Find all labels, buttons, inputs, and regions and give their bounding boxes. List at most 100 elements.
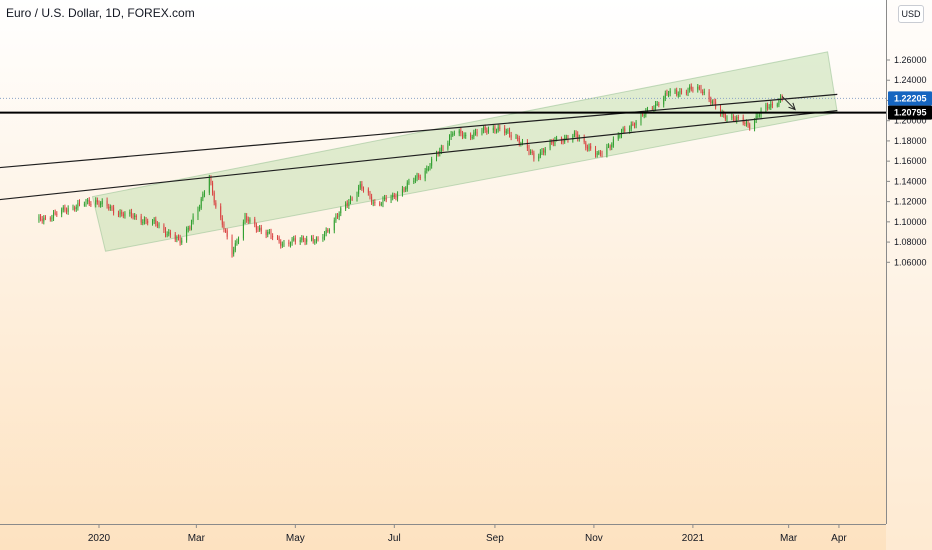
candle-body (393, 195, 395, 197)
candle (265, 229, 267, 239)
candle (223, 221, 225, 233)
candle-body (75, 207, 77, 210)
candle (87, 198, 89, 205)
level-badge-bg (888, 105, 932, 120)
x-tick-label: Sep (486, 533, 504, 544)
candle-body (335, 216, 337, 221)
x-tick-label: Mar (780, 533, 798, 544)
candle-body (465, 134, 467, 136)
candle-body (440, 147, 442, 152)
candle-body (351, 198, 353, 200)
candle-body (770, 103, 772, 108)
candle-body (562, 140, 564, 142)
candle (481, 127, 483, 136)
candle-body (590, 146, 592, 149)
candle (109, 204, 111, 211)
candle (95, 197, 97, 208)
candle-body (54, 212, 56, 214)
candle-body (711, 101, 713, 104)
candle (504, 125, 506, 136)
candle-body (692, 89, 694, 91)
candle (62, 205, 64, 213)
candle-body (720, 107, 721, 115)
candle-body (510, 134, 512, 138)
candle-body (43, 217, 45, 222)
candle (328, 228, 330, 234)
candle-body (633, 124, 635, 126)
candle-body (348, 202, 350, 206)
x-tick-label: 2020 (88, 533, 111, 544)
candle (655, 100, 657, 112)
candle-body (153, 219, 155, 222)
candle-body (476, 131, 478, 134)
candle-body (90, 204, 92, 206)
candle-body (312, 237, 314, 242)
candle (372, 199, 374, 207)
candle-body (403, 189, 405, 191)
candle (413, 177, 415, 185)
candle-body (674, 90, 676, 92)
candle-body (147, 220, 149, 224)
candle (539, 149, 541, 159)
candle (165, 227, 167, 238)
candle-body (333, 220, 335, 231)
candle-body (132, 216, 134, 218)
candle (476, 128, 478, 137)
candle-body (663, 97, 665, 105)
candle (234, 240, 236, 253)
candle (429, 163, 431, 171)
candle-body (611, 144, 613, 148)
candle (142, 219, 144, 226)
candle-body (494, 127, 496, 131)
candle-body (484, 126, 486, 130)
candle (203, 190, 205, 198)
candle-body (379, 203, 381, 205)
candle (38, 214, 40, 223)
candle-body (533, 152, 535, 159)
candle-body (267, 232, 269, 235)
candle (359, 181, 361, 190)
candle-body (74, 207, 76, 210)
candle (158, 222, 160, 229)
candle-body (640, 114, 642, 123)
candle (424, 167, 426, 182)
candle (405, 186, 407, 193)
candle-body (418, 175, 420, 178)
candle-body (414, 178, 416, 181)
candle (145, 216, 147, 225)
candle (324, 231, 326, 241)
candle-body (757, 116, 759, 118)
candle-body (140, 216, 142, 223)
candle-body (301, 237, 303, 241)
candle-body (203, 193, 205, 195)
candle-body (679, 91, 681, 94)
candle (419, 174, 421, 181)
candle (260, 224, 262, 235)
candle-body (572, 135, 574, 140)
currency-button[interactable]: USD (898, 5, 924, 23)
candle (111, 205, 113, 211)
candle (448, 134, 450, 146)
candle (447, 140, 449, 151)
candle (382, 196, 384, 208)
candle (85, 198, 87, 207)
candle (335, 213, 337, 223)
candle-body (643, 114, 645, 116)
candle (497, 124, 499, 133)
candle (719, 104, 721, 117)
candle (679, 87, 681, 97)
x-tick-label: Jul (388, 533, 401, 544)
candle-body (369, 193, 371, 198)
candle (147, 218, 149, 226)
candle (247, 216, 249, 224)
candle (101, 198, 103, 208)
candle (113, 204, 115, 216)
candle-body (142, 222, 144, 224)
candle (541, 148, 543, 156)
candle-body (306, 238, 308, 242)
candle-body (726, 117, 728, 120)
candle-body (221, 218, 223, 225)
candle (338, 211, 340, 221)
